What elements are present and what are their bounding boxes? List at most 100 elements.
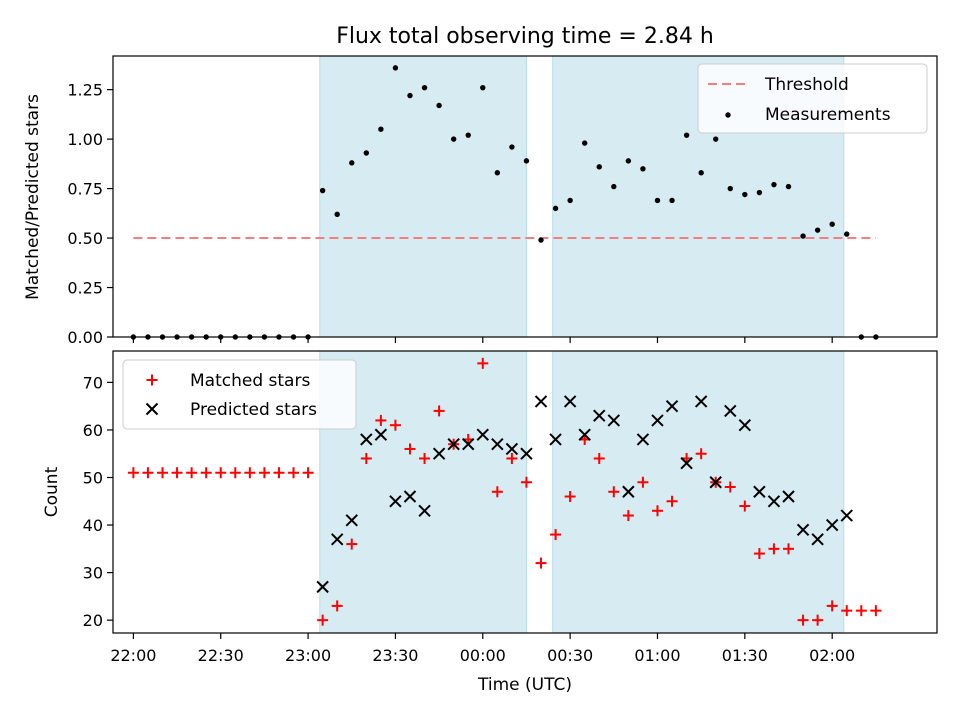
measurement-point — [640, 166, 646, 172]
predicted-star-point — [360, 433, 373, 446]
legend-measurements-label: Measurements — [765, 105, 891, 125]
bottom-y-label: Count — [42, 466, 62, 517]
matched-star-point — [375, 414, 387, 426]
matched-star-point — [739, 500, 751, 512]
measurement-point — [814, 227, 821, 233]
top-y-axis: 0.00 0.25 0.50 0.75 1.00 1.25 — [67, 81, 113, 347]
measurement-point — [596, 164, 602, 170]
matched-star-point — [812, 614, 824, 626]
predicted-star-point — [665, 399, 679, 413]
bottom-panel: 20 30 40 50 60 70 22:00 22:30 23:00 23:30 00:00 00… — [42, 350, 938, 695]
predicted-star-point — [607, 414, 621, 427]
measurement-point — [465, 132, 471, 138]
measurement-point — [742, 191, 748, 198]
legend-plus-marker — [146, 374, 158, 386]
predicted-star-point — [709, 476, 722, 489]
bottom-x-label: Time (UTC) — [477, 675, 572, 695]
x-tick-label: 01:30 — [722, 646, 768, 665]
measurement-point — [450, 136, 457, 142]
matched-star-point — [593, 452, 605, 464]
matched-star-point — [637, 476, 649, 488]
matched-star-point — [855, 605, 867, 617]
predicted-star-point — [694, 395, 708, 408]
predicted-star-point — [840, 509, 853, 522]
measurement-point — [785, 183, 792, 190]
top-legend: Threshold Measurements — [697, 63, 928, 134]
matched-star-point — [142, 467, 154, 479]
matched-star-point — [244, 467, 256, 479]
measurement-point — [654, 197, 661, 204]
matched-star-point — [433, 405, 445, 417]
matched-star-point — [389, 419, 401, 431]
predicted-star-point — [796, 523, 810, 537]
matched-star-point — [622, 510, 634, 522]
predicted-star-point — [811, 533, 824, 546]
predicted-star-point — [767, 495, 781, 508]
measurement-point — [480, 84, 486, 91]
predicted-star-point — [549, 433, 562, 446]
y-tick-label: 0.25 — [67, 279, 103, 298]
predicted-star-point — [330, 533, 344, 546]
matched-star-point — [404, 443, 416, 455]
legend-matched-label: Matched stars — [190, 371, 310, 391]
measurement-point — [538, 237, 544, 243]
y-tick-label: 40 — [83, 516, 103, 535]
matched-star-point — [186, 467, 198, 479]
chart-title: Flux total observing time = 2.84 h — [336, 24, 714, 49]
matched-star-point — [550, 529, 562, 541]
predicted-star-point — [491, 438, 504, 451]
matched-star-point — [258, 467, 270, 479]
measurement-point — [698, 170, 704, 176]
y-tick-label: 30 — [83, 564, 103, 583]
predicted-star-point — [738, 418, 752, 432]
matched-star-point — [215, 467, 227, 479]
y-tick-label: 1.00 — [67, 130, 103, 149]
matched-star-point — [535, 557, 547, 569]
measurement-point — [771, 181, 777, 188]
x-tick-label: 00:30 — [547, 646, 593, 665]
bottom-legend-box — [122, 359, 357, 430]
legend-matched-swatch — [146, 374, 158, 386]
measurement-point — [494, 170, 501, 176]
top-panel: 0.00 0.25 0.50 0.75 1.00 1.25 Matched/Predict… — [23, 55, 938, 347]
matched-star-point — [797, 614, 809, 626]
measurement-point — [611, 183, 617, 190]
predicted-star-point — [782, 490, 795, 503]
measurement-point — [349, 160, 355, 166]
y-tick-label: 70 — [83, 373, 103, 392]
matched-star-point — [870, 605, 882, 617]
y-tick-label: 0.50 — [67, 229, 103, 248]
predicted-star-point — [316, 580, 329, 594]
y-tick-label: 60 — [83, 421, 103, 440]
measurement-point — [363, 150, 370, 156]
y-tick-label: 0.75 — [67, 180, 103, 199]
predicted-star-point — [432, 447, 446, 460]
measurement-point — [523, 158, 530, 164]
predicted-star-point — [505, 442, 519, 456]
measurement-point — [319, 187, 326, 194]
matched-star-point — [346, 538, 358, 550]
predicted-star-point — [563, 395, 577, 408]
predicted-star-point — [476, 428, 489, 441]
matched-star-point — [156, 467, 168, 479]
matched-star-point — [651, 505, 663, 517]
matched-star-point — [695, 448, 707, 460]
top-legend-box — [697, 63, 928, 134]
matched-star-point — [666, 495, 678, 507]
predicted-star-point — [636, 433, 650, 446]
predicted-star-point — [578, 428, 591, 441]
matched-star-point — [302, 467, 314, 479]
top-plot-frame — [112, 55, 938, 338]
measurement-point — [756, 189, 763, 196]
predicted-star-point — [724, 404, 737, 418]
measurement-point — [407, 92, 413, 99]
x-tick-label: 23:00 — [285, 646, 331, 665]
matched-star-point — [783, 543, 795, 555]
predicted-star-point — [374, 428, 388, 441]
x-tick-label: 02:00 — [809, 646, 855, 665]
predicted-star-point — [534, 395, 548, 408]
legend-predicted-swatch — [145, 402, 159, 416]
measurement-point — [683, 132, 690, 138]
x-tick-label: 00:00 — [460, 646, 506, 665]
